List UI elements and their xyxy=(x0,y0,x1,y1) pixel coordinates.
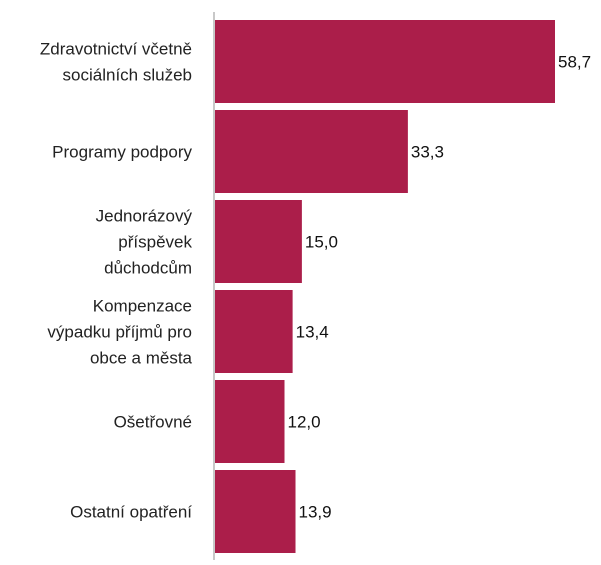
value-label-0: 58,7 xyxy=(558,53,591,72)
category-label-line: sociálních služeb xyxy=(63,66,192,85)
category-label-line: příspěvek xyxy=(118,233,192,252)
category-label-1: Programy podpory xyxy=(52,143,192,162)
category-label-line: Jednorázový xyxy=(96,207,193,226)
category-labels-group: Zdravotnictví včetně sociálních služeb Pro… xyxy=(40,40,193,522)
category-label-5: Ostatní opatření xyxy=(70,503,192,522)
category-label-line: obce a města xyxy=(90,349,193,368)
bar-4 xyxy=(215,380,285,463)
bar-0 xyxy=(215,20,555,103)
category-label-2: Jednorázový příspěvek důchodcům xyxy=(96,207,193,278)
bars-group xyxy=(215,20,555,553)
value-label-3: 13,4 xyxy=(296,323,329,342)
value-label-4: 12,0 xyxy=(288,413,321,432)
value-label-1: 33,3 xyxy=(411,143,444,162)
category-label-line: Ostatní opatření xyxy=(70,503,192,522)
category-label-line: Ošetřovné xyxy=(114,413,192,432)
value-labels-group: 58,7 33,3 15,0 13,4 12,0 13,9 xyxy=(288,53,592,522)
category-label-line: Kompenzace xyxy=(93,297,192,316)
category-label-0: Zdravotnictví včetně sociálních služeb xyxy=(40,40,192,85)
category-label-line: výpadku příjmů pro xyxy=(47,323,192,342)
bar-5 xyxy=(215,470,296,553)
category-label-line: Zdravotnictví včetně xyxy=(40,40,192,59)
value-label-2: 15,0 xyxy=(305,233,338,252)
category-label-3: Kompenzace výpadku příjmů pro obce a města xyxy=(47,297,192,368)
category-label-4: Ošetřovné xyxy=(114,413,192,432)
bar-3 xyxy=(215,290,293,373)
category-label-line: Programy podpory xyxy=(52,143,192,162)
value-label-5: 13,9 xyxy=(299,503,332,522)
bar-1 xyxy=(215,110,408,193)
bar-2 xyxy=(215,200,302,283)
category-label-line: důchodcům xyxy=(104,259,192,278)
